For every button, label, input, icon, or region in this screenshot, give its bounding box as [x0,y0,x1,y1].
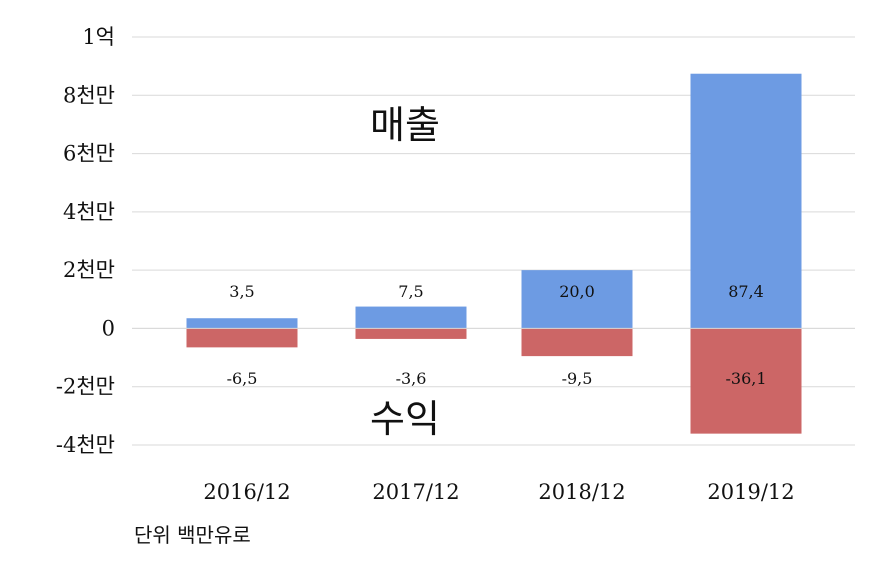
data-label-profit: -6,5 [227,369,258,388]
data-label-revenue: 3,5 [229,282,254,301]
bar-revenue [690,73,802,329]
data-label-profit: -9,5 [562,369,593,388]
y-tick-label: 6천만 [63,142,115,166]
y-tick-label: 4천만 [63,200,115,224]
bar-revenue [186,318,298,329]
y-tick-label: 1억 [82,25,115,49]
bar-profit [355,328,467,339]
y-tick-label: 2천만 [63,258,115,282]
data-label-revenue: 87,4 [728,282,764,301]
unit-note: 단위 백만유로 [134,523,251,547]
bar-revenue [521,270,633,329]
category-label: 2016/12 [203,480,290,504]
category-labels: 2016/12 2017/12 2018/12 2019/12 [203,480,794,504]
bar-profit [186,328,298,348]
category-label: 2018/12 [538,480,625,504]
y-tick-label: 8천만 [63,83,115,107]
data-label-profit: -3,6 [396,369,427,388]
data-label-profit: -36,1 [725,369,766,388]
bar-revenue [355,306,467,329]
data-label-revenue: 20,0 [559,282,595,301]
bars [132,73,855,434]
y-axis-ticks: 1억 8천만 6천만 4천만 2천만 0 -2천만 -4천만 [56,25,115,457]
y-tick-label: -4천만 [56,433,115,457]
y-tick-label: -2천만 [56,375,115,399]
bar-profit [521,328,633,357]
y-tick-label: 0 [102,316,115,340]
series-label-revenue: 매출 [370,103,440,147]
category-label: 2019/12 [707,480,794,504]
data-labels: 3,5 -6,5 7,5 -3,6 20,0 -9,5 87,4 -36,1 [227,282,767,388]
bar-profit [690,328,802,434]
data-label-revenue: 7,5 [398,282,423,301]
series-label-profit: 수익 [370,397,440,441]
category-label: 2017/12 [372,480,459,504]
